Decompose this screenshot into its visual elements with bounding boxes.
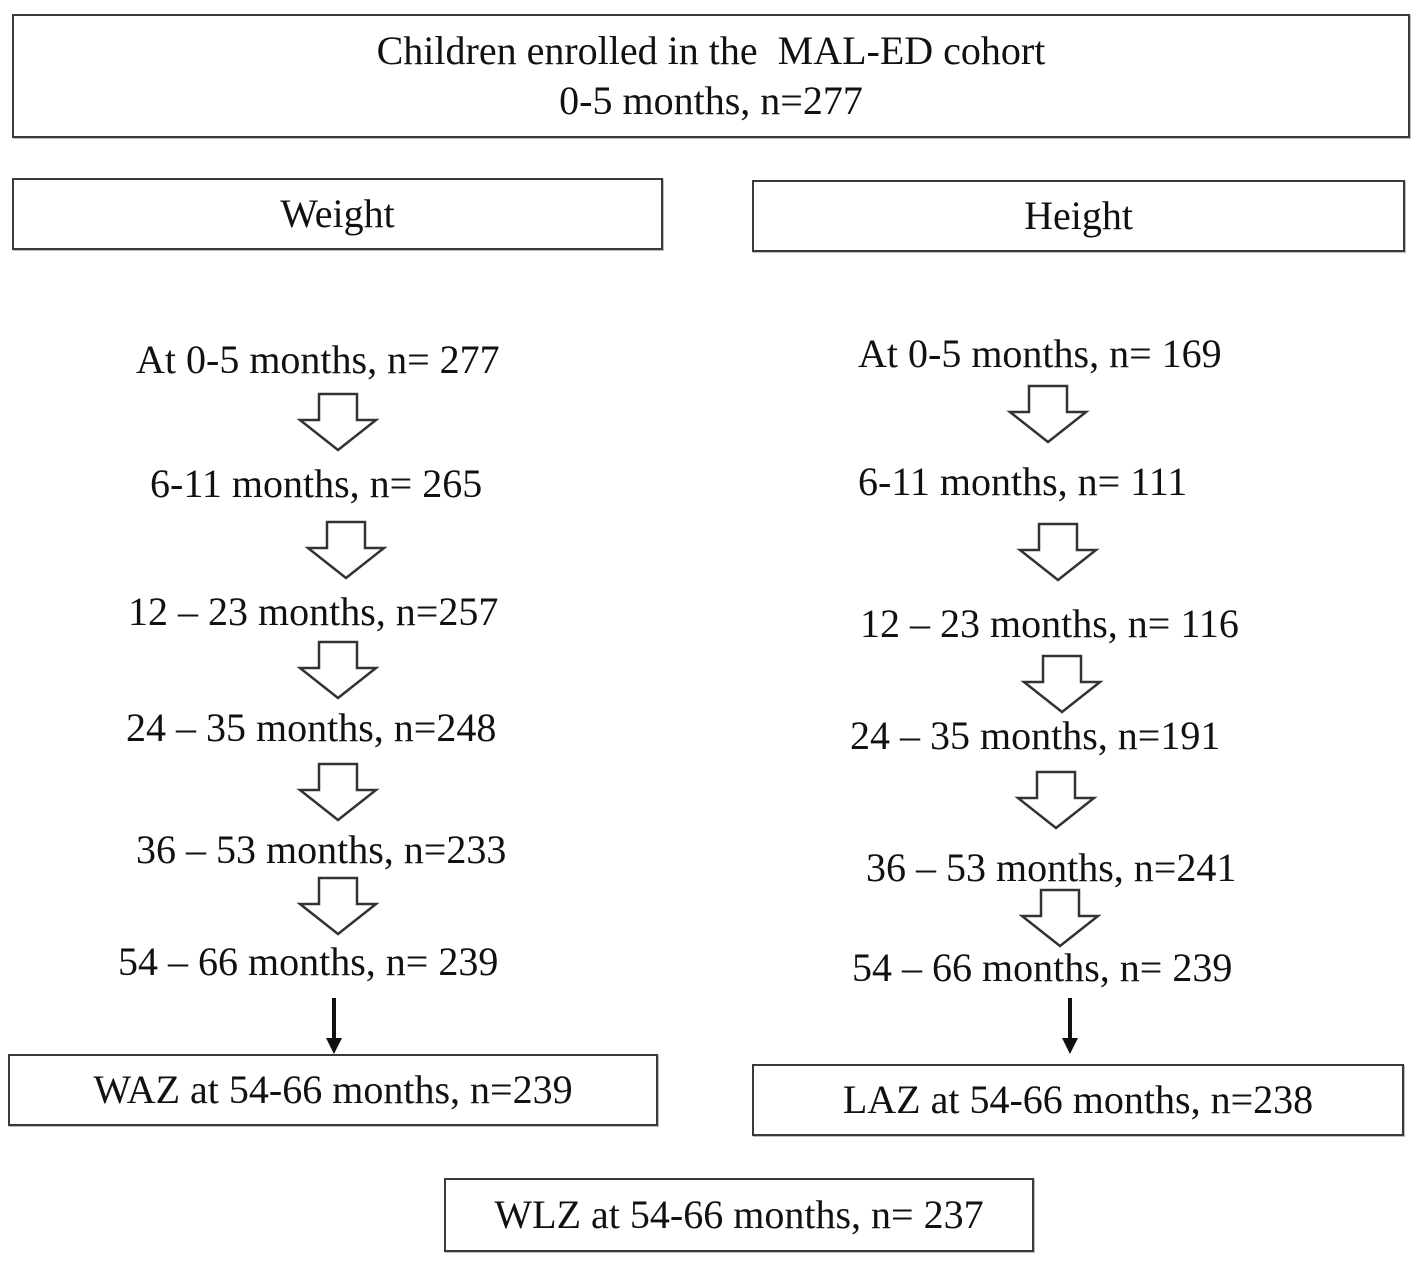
weight-step-36-53: 36 – 53 months, n=233 xyxy=(136,827,507,872)
enrollment-count: 0-5 months, n=277 xyxy=(559,78,863,123)
enrollment-box: Children enrolled in the MAL-ED cohort 0… xyxy=(12,14,1410,138)
weight-header-box: Weight xyxy=(12,178,663,250)
weight-down-arrow-icon xyxy=(296,640,380,700)
weight-step-54-66: 54 – 66 months, n= 239 xyxy=(118,939,499,984)
weight-result-arrow-icon xyxy=(324,998,344,1054)
wlz-result-box: WLZ at 54-66 months, n= 237 xyxy=(444,1178,1034,1252)
weight-down-arrow-icon xyxy=(296,392,380,452)
waz-result-label: WAZ at 54-66 months, n=239 xyxy=(93,1067,573,1112)
height-down-arrow-icon xyxy=(1014,770,1098,830)
height-header-box: Height xyxy=(752,180,1405,252)
weight-down-arrow-icon xyxy=(296,876,380,936)
weight-down-arrow-icon xyxy=(296,762,380,822)
height-header-label: Height xyxy=(1024,193,1133,238)
height-down-arrow-icon xyxy=(1018,888,1102,948)
weight-header-label: Weight xyxy=(280,191,395,236)
weight-down-arrow-icon xyxy=(304,520,388,580)
height-step-12-23: 12 – 23 months, n= 116 xyxy=(860,601,1239,646)
height-down-arrow-icon xyxy=(1020,654,1104,714)
height-step-24-35: 24 – 35 months, n=191 xyxy=(850,713,1221,758)
height-step-6-11: 6-11 months, n= 111 xyxy=(858,459,1188,504)
height-down-arrow-icon xyxy=(1006,384,1090,444)
laz-result-box: LAZ at 54-66 months, n=238 xyxy=(752,1064,1404,1136)
height-step-0-5: At 0-5 months, n= 169 xyxy=(858,331,1222,376)
weight-step-24-35: 24 – 35 months, n=248 xyxy=(126,705,497,750)
enrollment-title: Children enrolled in the MAL-ED cohort xyxy=(376,28,1046,73)
height-down-arrow-icon xyxy=(1016,522,1100,582)
weight-step-12-23: 12 – 23 months, n=257 xyxy=(128,589,499,634)
weight-step-0-5: At 0-5 months, n= 277 xyxy=(136,337,500,382)
height-step-54-66: 54 – 66 months, n= 239 xyxy=(852,945,1233,990)
waz-result-box: WAZ at 54-66 months, n=239 xyxy=(8,1054,658,1126)
wlz-result-label: WLZ at 54-66 months, n= 237 xyxy=(494,1192,984,1237)
height-step-36-53: 36 – 53 months, n=241 xyxy=(866,845,1237,890)
weight-step-6-11: 6-11 months, n= 265 xyxy=(150,461,483,506)
laz-result-label: LAZ at 54-66 months, n=238 xyxy=(842,1077,1314,1122)
height-result-arrow-icon xyxy=(1060,998,1080,1054)
